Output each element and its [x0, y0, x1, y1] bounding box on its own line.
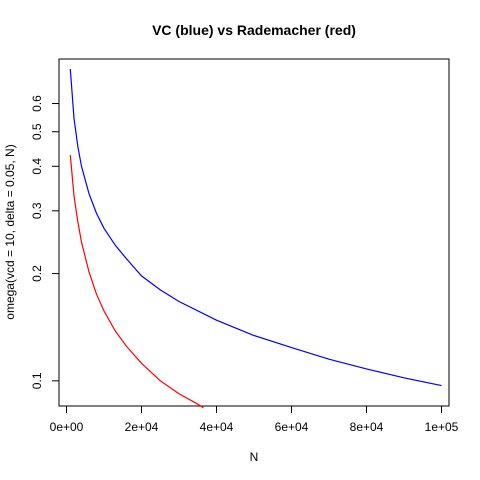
x-axis: 0e+00 2e+04 4e+04 6e+04 8e+04 1e+05 [50, 406, 459, 434]
x-tick-label: 0e+00 [50, 420, 84, 434]
chart-title: VC (blue) vs Rademacher (red) [152, 22, 356, 38]
plot-frame [59, 59, 449, 406]
x-tick-label: 8e+04 [350, 420, 384, 434]
x-tick-label: 1e+05 [425, 420, 459, 434]
series-line-1 [70, 155, 203, 408]
y-tick-label: 0.6 [30, 95, 44, 112]
x-tick-label: 2e+04 [125, 420, 159, 434]
series-group [70, 69, 441, 408]
x-axis-label: N [250, 450, 259, 464]
y-tick-label: 0.3 [30, 202, 44, 219]
y-tick-label: 0.2 [30, 265, 44, 282]
y-axis-label: omega(vcd = 10, delta = 0.05, N) [3, 144, 17, 319]
series-line-0 [70, 69, 441, 386]
y-tick-label: 0.4 [30, 158, 44, 175]
y-tick-label: 0.5 [30, 123, 44, 140]
x-tick-label: 6e+04 [275, 420, 309, 434]
y-axis: 0.1 0.2 0.3 0.4 0.5 0.6 [30, 95, 59, 389]
y-tick-label: 0.1 [30, 372, 44, 389]
x-tick-label: 4e+04 [200, 420, 234, 434]
